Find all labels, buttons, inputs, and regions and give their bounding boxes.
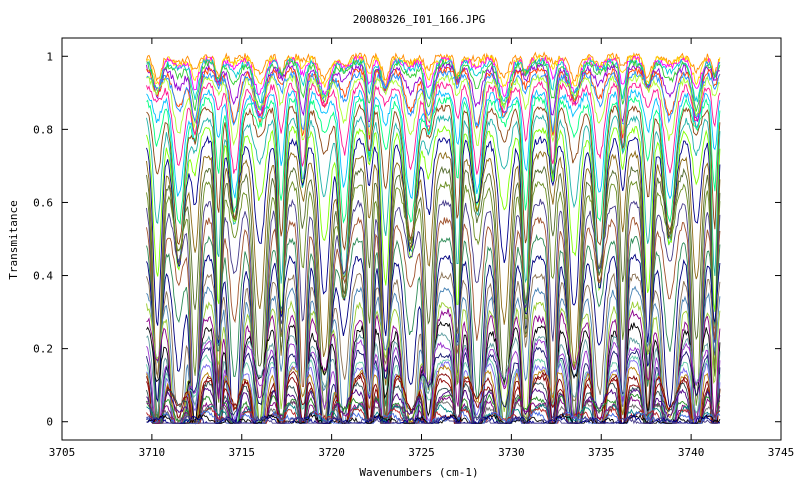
x-tick-label: 3725	[408, 446, 435, 459]
x-axis-label: Wavenumbers (cm-1)	[359, 466, 478, 479]
y-axis-label: Transmitance	[7, 200, 20, 279]
x-tick-label: 3710	[139, 446, 166, 459]
series-group	[146, 51, 721, 425]
x-axis: 3705 3710 3715 3720 3725 3730 3735 3740 3745	[49, 38, 795, 459]
spectrum-series	[146, 58, 721, 112]
y-tick-label: 0.6	[33, 196, 53, 209]
x-tick-label: 3720	[318, 446, 345, 459]
spectrum-series	[146, 113, 721, 284]
chart-title: 20080326_I01_166.JPG	[353, 13, 485, 26]
spectrum-series	[146, 364, 721, 425]
y-axis: 0 0.2 0.4 0.6 0.8 1	[33, 50, 781, 429]
y-tick-label: 1	[46, 50, 53, 63]
x-tick-label: 3745	[768, 446, 795, 459]
spectrum-series	[146, 414, 720, 425]
spectrum-series	[146, 165, 721, 420]
spectrum-series	[146, 125, 721, 318]
x-tick-label: 3715	[229, 446, 256, 459]
spectrum-series	[146, 73, 721, 147]
spectrum-series	[146, 135, 721, 347]
y-tick-label: 0	[46, 416, 53, 429]
spectrum-series	[146, 149, 721, 386]
y-tick-label: 0.8	[33, 123, 53, 136]
spectrum-series	[146, 63, 721, 125]
y-tick-label: 0.2	[33, 343, 53, 356]
x-tick-label: 3735	[588, 446, 615, 459]
spectrum-series	[146, 103, 721, 251]
spectrum-series	[146, 198, 721, 424]
x-tick-label: 3705	[49, 446, 76, 459]
spectrum-series	[146, 180, 721, 424]
spectrum-series	[146, 53, 721, 88]
spectrum-series	[146, 354, 721, 424]
x-tick-label: 3740	[678, 446, 705, 459]
y-tick-label: 0.4	[33, 270, 53, 283]
spectrum-series	[146, 55, 721, 98]
spectrum-series	[146, 51, 721, 82]
x-tick-label: 3730	[498, 446, 525, 459]
